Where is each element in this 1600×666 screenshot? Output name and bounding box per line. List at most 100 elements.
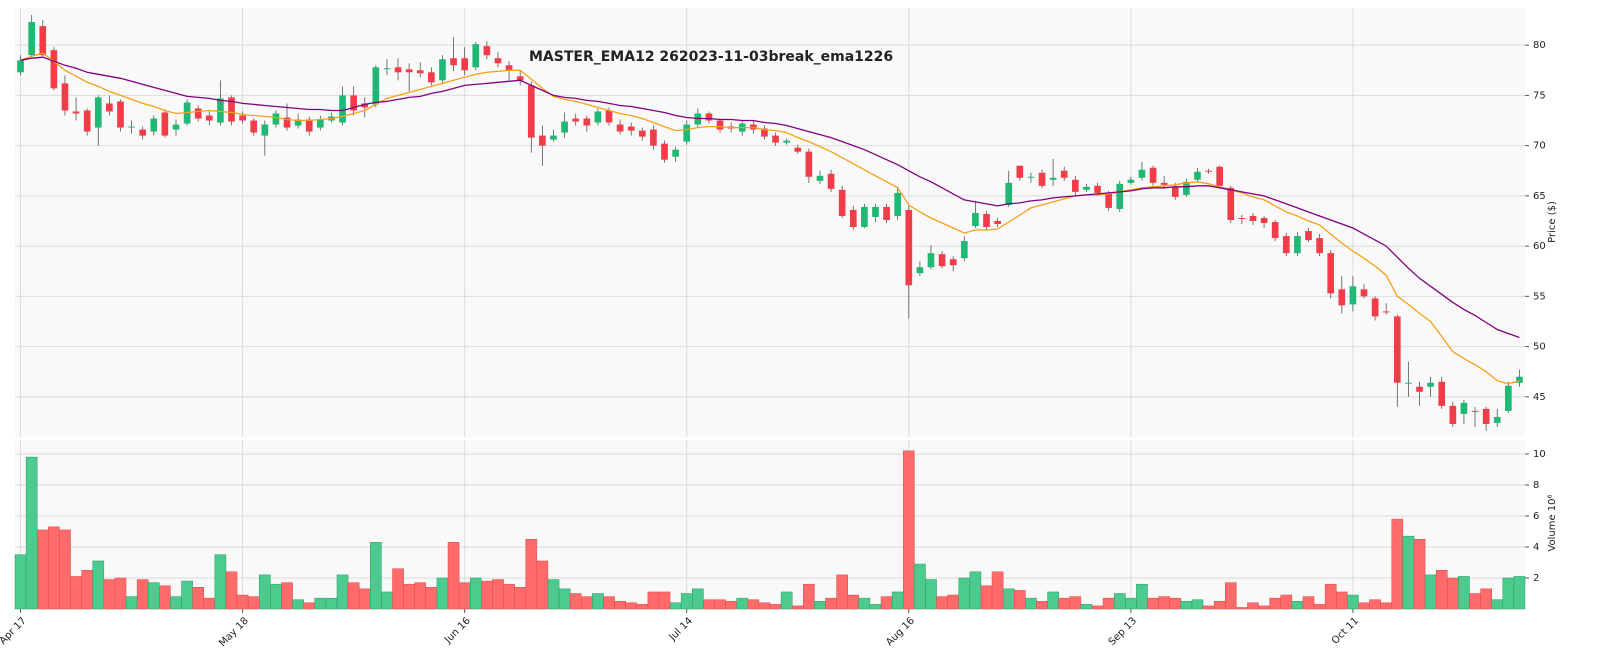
volume-bar bbox=[1469, 593, 1481, 610]
candle-body bbox=[1305, 231, 1312, 241]
volume-bar bbox=[414, 582, 427, 610]
volume-bar bbox=[1458, 576, 1470, 610]
volume-bar bbox=[1447, 577, 1459, 610]
candle-body bbox=[416, 70, 424, 74]
volume-bar bbox=[347, 582, 360, 610]
volume-bar bbox=[780, 591, 793, 610]
candle-body bbox=[1427, 382, 1434, 387]
y-tick-label: 65 bbox=[1533, 191, 1546, 202]
volume-bar bbox=[536, 560, 549, 610]
candle-body bbox=[472, 44, 480, 68]
candle-body bbox=[1160, 182, 1168, 185]
volume-bar bbox=[1280, 594, 1293, 610]
candle-body bbox=[1393, 316, 1401, 383]
volume-bar bbox=[747, 599, 760, 610]
volume-bar bbox=[303, 602, 316, 610]
candle-body bbox=[1005, 182, 1013, 205]
candle-body bbox=[317, 119, 324, 128]
candle-body bbox=[1271, 221, 1279, 239]
volume-bar bbox=[1136, 583, 1148, 610]
ema-line bbox=[20, 52, 1520, 385]
volume-bar bbox=[1336, 591, 1348, 610]
volume-bar bbox=[1324, 583, 1337, 610]
candle-body bbox=[505, 65, 513, 71]
candle-body bbox=[938, 254, 946, 267]
candle-body bbox=[994, 220, 1001, 225]
candle-body bbox=[1449, 405, 1457, 424]
volume-bar bbox=[614, 600, 626, 610]
volume-bar bbox=[791, 605, 804, 610]
volume-bar bbox=[1313, 604, 1326, 610]
candle-body bbox=[1493, 416, 1501, 423]
candle-body bbox=[1471, 410, 1479, 412]
y-tick-label: 45 bbox=[1533, 392, 1546, 403]
volume-bar bbox=[170, 596, 182, 610]
volume-bar bbox=[325, 597, 338, 610]
volume-bar bbox=[1369, 599, 1381, 610]
volume-bar bbox=[547, 579, 560, 610]
candle-body bbox=[1238, 217, 1246, 219]
candle-body bbox=[372, 67, 380, 105]
y-tick-label: 55 bbox=[1533, 291, 1546, 302]
candle-body bbox=[261, 124, 269, 136]
candle-body bbox=[272, 113, 280, 125]
candle-body bbox=[394, 67, 402, 73]
x-tick-label: Jun 16 bbox=[442, 615, 473, 646]
chart-title: MASTER_EMA12 262023-11-03break_ema1226 bbox=[529, 49, 893, 65]
volume-bar bbox=[1202, 605, 1215, 610]
candle-body bbox=[960, 241, 968, 259]
volume-bar bbox=[769, 604, 782, 610]
candle-body bbox=[1194, 171, 1201, 180]
candle-body bbox=[1249, 215, 1257, 221]
x-tick-label: Aug 16 bbox=[884, 615, 917, 648]
y-tick-label: 80 bbox=[1533, 40, 1546, 51]
ema-line bbox=[20, 56, 1520, 339]
candle-body bbox=[72, 111, 80, 114]
volume-bar bbox=[125, 596, 138, 610]
volume-bar bbox=[59, 529, 71, 610]
candle-body bbox=[605, 110, 613, 123]
candle-body bbox=[1316, 238, 1323, 254]
volume-bar bbox=[1347, 594, 1359, 610]
volume-bar bbox=[447, 542, 460, 610]
candle-body bbox=[761, 128, 768, 137]
x-tick-label: Apr 17 bbox=[0, 615, 29, 646]
candle-body bbox=[383, 68, 391, 70]
candle-body bbox=[283, 117, 291, 128]
volume-bar bbox=[81, 569, 93, 610]
candle-body bbox=[128, 126, 135, 128]
candle-body bbox=[250, 120, 258, 133]
volume-bar bbox=[1169, 597, 1182, 610]
candle-body bbox=[627, 126, 635, 131]
candle-body bbox=[716, 120, 724, 130]
volume-bar bbox=[425, 587, 438, 610]
candle-body bbox=[1127, 179, 1135, 183]
candle-body bbox=[1416, 386, 1423, 392]
candle-body bbox=[1438, 381, 1446, 406]
candle-body bbox=[339, 95, 346, 123]
y-tick-label: 4 bbox=[1533, 542, 1539, 553]
volume-bar bbox=[1391, 518, 1404, 610]
volume-bar bbox=[92, 560, 105, 610]
price-panel bbox=[15, 8, 1525, 437]
candle-body bbox=[772, 135, 779, 143]
candle-body bbox=[361, 103, 369, 108]
volume-bar bbox=[1147, 597, 1159, 610]
volume-bar bbox=[725, 600, 737, 610]
volume-bar bbox=[1025, 597, 1037, 610]
volume-bar bbox=[270, 583, 282, 610]
candle-body bbox=[1060, 170, 1068, 178]
candle-body bbox=[827, 173, 835, 189]
candle-body bbox=[794, 147, 802, 152]
x-tick-label: Sep 13 bbox=[1107, 615, 1139, 647]
volume-bar bbox=[680, 593, 693, 610]
volume-bar bbox=[492, 579, 504, 610]
volume-bar bbox=[858, 597, 871, 610]
candle-body bbox=[1138, 169, 1146, 178]
volume-bar bbox=[569, 593, 582, 610]
candle-body bbox=[949, 259, 957, 266]
candle-body bbox=[172, 124, 180, 130]
candle-body bbox=[1216, 166, 1223, 186]
candle-body bbox=[527, 85, 535, 138]
candle-body bbox=[50, 50, 58, 89]
